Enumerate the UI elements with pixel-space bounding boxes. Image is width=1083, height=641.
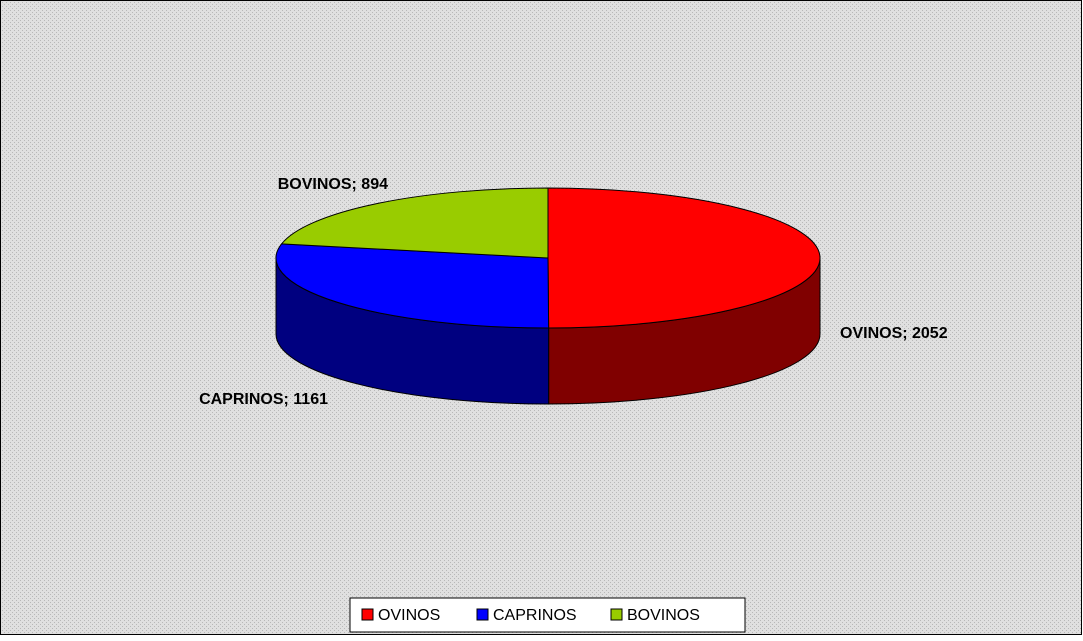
- legend-box: [349, 597, 746, 633]
- legend-label: OVINOS: [378, 607, 440, 624]
- legend-swatch: [361, 608, 374, 621]
- data-label: BOVINOS; 894: [278, 176, 388, 193]
- legend-label: BOVINOS: [627, 607, 700, 624]
- legend-label: CAPRINOS: [493, 607, 577, 624]
- legend-swatch: [476, 608, 489, 621]
- slice: [547, 187, 821, 329]
- data-label: OVINOS; 2052: [840, 325, 948, 342]
- data-label: CAPRINOS; 1161: [199, 391, 328, 408]
- slice: [275, 243, 550, 329]
- slice: [280, 187, 549, 259]
- legend-swatch: [610, 608, 623, 621]
